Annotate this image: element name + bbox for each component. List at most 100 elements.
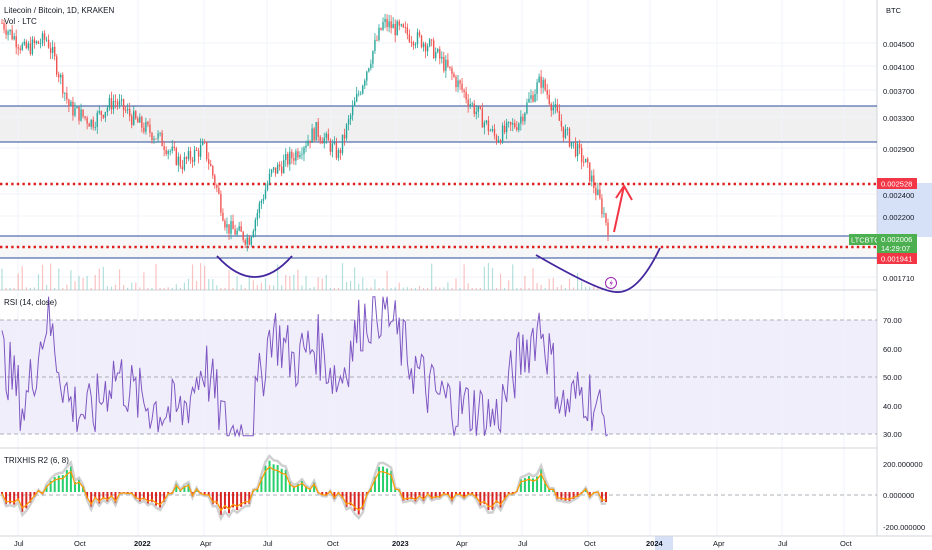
candle-body: [256, 212, 259, 220]
time-label-2024: 2024: [646, 539, 664, 548]
candle-body: [254, 219, 257, 232]
candle-body: [301, 154, 303, 155]
rsi-tick-40: 40.00: [883, 402, 902, 411]
candle-body: [244, 240, 246, 245]
candle-body: [266, 183, 269, 190]
volume-bar: [548, 278, 550, 290]
volume-bar: [560, 284, 562, 290]
trix-bar: [138, 492, 141, 502]
resistance-price-tag: [877, 178, 917, 189]
candle-body: [56, 56, 58, 75]
rsi-tick-70: 70.00: [883, 316, 902, 325]
candle-body: [534, 94, 536, 102]
candle-body: [591, 175, 593, 182]
price-tick-1: 0.004500: [883, 40, 914, 49]
candle-body: [520, 116, 522, 124]
candle-body: [601, 198, 603, 215]
candle-body: [465, 91, 467, 100]
candle-body: [607, 222, 609, 236]
candle-body: [118, 100, 121, 105]
volume-bar: [74, 281, 76, 290]
trix-bar: [556, 492, 559, 500]
trix-shadow-line: [0, 454, 607, 522]
candle-body: [126, 109, 129, 111]
candle-body: [41, 33, 44, 44]
trix-bar: [163, 492, 166, 503]
volume-bar: [260, 283, 263, 290]
volume-bar: [528, 287, 530, 290]
candle-body: [45, 39, 48, 41]
volume-bar: [435, 286, 437, 290]
double-bottom-left-curve[interactable]: [216, 255, 293, 278]
candle-body: [313, 128, 315, 141]
trix-histogram: [0, 454, 607, 522]
candle-body: [159, 132, 161, 134]
candle-body: [173, 146, 175, 149]
trix-bar: [21, 492, 24, 512]
volume-bar: [418, 285, 421, 290]
double-bottom-right-curve[interactable]: [535, 247, 661, 293]
trix-bar: [175, 483, 178, 492]
trix-bar: [386, 468, 389, 492]
candle-body: [289, 151, 291, 165]
candle-body: [206, 142, 208, 160]
candle-body: [376, 39, 378, 41]
volume-bar: [244, 287, 246, 290]
time-label-oct-2021: Oct: [74, 539, 87, 548]
candle-body: [435, 52, 437, 59]
candle-body: [374, 39, 376, 51]
volume-bar: [256, 285, 258, 290]
time-label-2023: 2023: [392, 539, 409, 548]
candle-body: [106, 107, 109, 112]
trix-bar: [434, 492, 437, 498]
volume-bar: [171, 287, 173, 290]
candle-body: [341, 134, 344, 154]
volume-bar: [520, 287, 522, 290]
candle-body: [347, 119, 350, 125]
candle-body: [593, 175, 595, 188]
candle-body: [578, 143, 581, 148]
candle-body: [224, 220, 226, 228]
upward-arrow-icon[interactable]: [613, 184, 633, 233]
candle-body: [554, 104, 557, 108]
volume-bar: [13, 287, 15, 290]
candle-body: [124, 110, 127, 112]
volume-bar: [285, 275, 287, 290]
trix-bar: [446, 492, 449, 496]
candle-body: [53, 46, 56, 57]
candle-body: [305, 145, 307, 148]
candle-body: [455, 76, 457, 88]
candle-body: [293, 158, 295, 161]
candle-body: [550, 104, 552, 111]
lightning-icon[interactable]: [605, 277, 617, 289]
candle-body: [467, 99, 469, 106]
candle-body: [100, 111, 103, 116]
candle-body: [179, 156, 182, 167]
trix-bar: [183, 485, 186, 492]
volume-bar: [41, 264, 44, 290]
volume-bar: [289, 276, 291, 290]
rsi-tick-60: 60.00: [883, 345, 902, 354]
trix-bar: [548, 488, 551, 492]
time-label-2022: 2022: [134, 539, 151, 548]
candle-body: [568, 128, 571, 147]
time-label-jul-2022: Jul: [263, 539, 273, 548]
trix-bar: [9, 492, 12, 504]
trix-bar: [377, 466, 380, 492]
volume-bar: [378, 287, 380, 290]
trix-bar: [1, 492, 3, 494]
trix-bar: [90, 492, 93, 508]
candle-body: [497, 140, 500, 143]
volume-bar: [175, 284, 177, 290]
trix-bar: [390, 470, 393, 492]
candle-body: [493, 128, 496, 136]
volume-bar: [281, 285, 283, 290]
volume-bar: [98, 268, 100, 290]
trix-bar: [536, 476, 539, 492]
volume-bar: [135, 282, 137, 290]
candle-body: [457, 80, 459, 88]
volume-bar: [491, 268, 494, 290]
volume-bar: [236, 276, 238, 290]
candle-body: [544, 79, 546, 90]
